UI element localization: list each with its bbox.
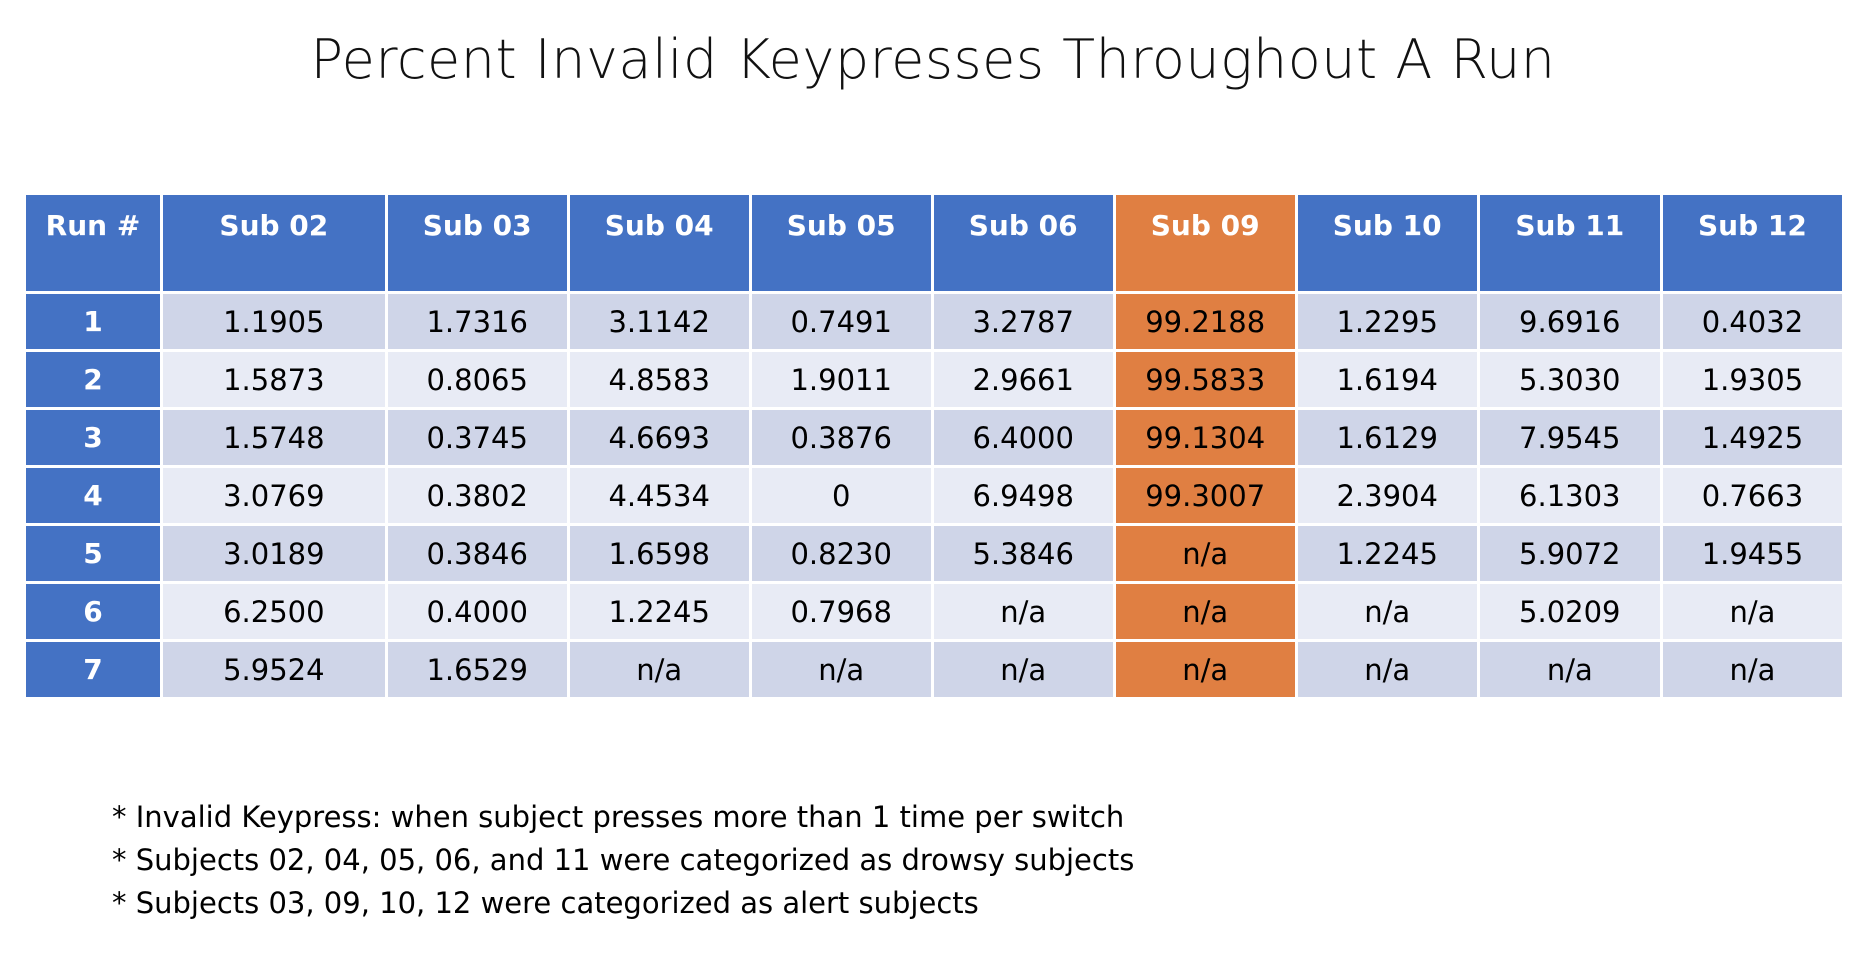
table-cell: 0.7491 — [751, 294, 931, 349]
table-cell: 5.9524 — [162, 642, 385, 697]
table-cell: 1.6529 — [387, 642, 567, 697]
table-cell: 1.9011 — [751, 352, 931, 407]
table-cell: n/a — [1115, 584, 1295, 639]
table-cell: 5.3846 — [933, 526, 1113, 581]
table-body: 1 1.1905 1.7316 3.1142 0.7491 3.2787 99.2188 1.… — [26, 294, 1842, 697]
table-cell: 1.2295 — [1297, 294, 1477, 349]
table-cell: n/a — [933, 584, 1113, 639]
table-row: 2 1.5873 0.8065 4.8583 1.9011 2.9661 99.5833 1.… — [26, 352, 1842, 407]
table-cell: 99.3007 — [1115, 468, 1295, 523]
table-cell: 0.3876 — [751, 410, 931, 465]
table-cell: 0.4000 — [387, 584, 567, 639]
table-cell: n/a — [1662, 642, 1842, 697]
data-table-container: Run # Sub 02 Sub 03 Sub 04 Sub 05 Sub 06 Sub 0… — [26, 192, 1848, 700]
table-row: 6 6.2500 0.4000 1.2245 0.7968 n/a n/a n/a 5.0209… — [26, 584, 1842, 639]
table-cell: 4.4534 — [569, 468, 749, 523]
column-header: Sub 11 — [1479, 195, 1660, 291]
table-cell: 99.2188 — [1115, 294, 1295, 349]
table-cell: 0 — [751, 468, 931, 523]
table-cell: 0.7968 — [751, 584, 931, 639]
table-cell: 1.9455 — [1662, 526, 1842, 581]
table-cell: n/a — [1115, 526, 1295, 581]
table-cell: n/a — [569, 642, 749, 697]
table-cell: 3.0189 — [162, 526, 385, 581]
slide-title: Percent Invalid Keypresses Throughout A … — [310, 28, 1556, 91]
table-cell: 6.1303 — [1479, 468, 1660, 523]
column-header: Sub 04 — [569, 195, 749, 291]
table-cell: 1.6194 — [1297, 352, 1477, 407]
column-header-run: Run # — [26, 195, 160, 291]
table-cell: 2.3904 — [1297, 468, 1477, 523]
run-number-cell: 1 — [26, 294, 160, 349]
table-cell: 6.2500 — [162, 584, 385, 639]
table-row: 5 3.0189 0.3846 1.6598 0.8230 5.3846 n/a 1.2245… — [26, 526, 1842, 581]
table-cell: 1.7316 — [387, 294, 567, 349]
table-cell: 9.6916 — [1479, 294, 1660, 349]
footnotes: * Invalid Keypress: when subject presses… — [112, 796, 1134, 925]
run-number-cell: 2 — [26, 352, 160, 407]
table-row: 7 5.9524 1.6529 n/a n/a n/a n/a n/a n/a n/a — [26, 642, 1842, 697]
table-cell: 1.1905 — [162, 294, 385, 349]
table-cell: n/a — [1479, 642, 1660, 697]
table-cell: 1.4925 — [1662, 410, 1842, 465]
footnote: * Subjects 02, 04, 05, 06, and 11 were c… — [112, 843, 1135, 877]
table-cell: 5.0209 — [1479, 584, 1660, 639]
table-cell: n/a — [1662, 584, 1842, 639]
column-header: Sub 05 — [751, 195, 931, 291]
table-cell: 4.8583 — [569, 352, 749, 407]
table-cell: 1.2245 — [569, 584, 749, 639]
invalid-keypress-table: Run # Sub 02 Sub 03 Sub 04 Sub 05 Sub 06 Sub 0… — [23, 192, 1845, 700]
run-number-cell: 5 — [26, 526, 160, 581]
run-number-cell: 7 — [26, 642, 160, 697]
table-cell: 0.7663 — [1662, 468, 1842, 523]
table-cell: 5.9072 — [1479, 526, 1660, 581]
table-cell: 0.3802 — [387, 468, 567, 523]
footnote: * Invalid Keypress: when subject presses… — [112, 800, 1125, 834]
column-header: Sub 06 — [933, 195, 1113, 291]
table-cell: 3.2787 — [933, 294, 1113, 349]
table-cell: 0.3846 — [387, 526, 567, 581]
run-number-cell: 3 — [26, 410, 160, 465]
footnote: * Subjects 03, 09, 10, 12 were categoriz… — [112, 886, 979, 920]
table-cell: 2.9661 — [933, 352, 1113, 407]
table-cell: 3.0769 — [162, 468, 385, 523]
table-cell: n/a — [751, 642, 931, 697]
column-header: Sub 10 — [1297, 195, 1477, 291]
table-cell: 0.8230 — [751, 526, 931, 581]
table-cell: 1.5873 — [162, 352, 385, 407]
header-row: Run # Sub 02 Sub 03 Sub 04 Sub 05 Sub 06 Sub 0… — [26, 195, 1842, 291]
table-cell: 3.1142 — [569, 294, 749, 349]
table-cell: 1.5748 — [162, 410, 385, 465]
column-header: Sub 12 — [1662, 195, 1842, 291]
table-cell: 7.9545 — [1479, 410, 1660, 465]
run-number-cell: 4 — [26, 468, 160, 523]
column-header: Sub 02 — [162, 195, 385, 291]
table-cell: 1.6129 — [1297, 410, 1477, 465]
table-cell: 0.3745 — [387, 410, 567, 465]
table-cell: 0.4032 — [1662, 294, 1842, 349]
table-cell: 0.8065 — [387, 352, 567, 407]
table-cell: 99.5833 — [1115, 352, 1295, 407]
table-cell: n/a — [1297, 584, 1477, 639]
table-cell: 6.9498 — [933, 468, 1113, 523]
table-cell: 99.1304 — [1115, 410, 1295, 465]
table-cell: 1.2245 — [1297, 526, 1477, 581]
table-cell: n/a — [933, 642, 1113, 697]
table-cell: 6.4000 — [933, 410, 1113, 465]
table-row: 3 1.5748 0.3745 4.6693 0.3876 6.4000 99.1304 1.… — [26, 410, 1842, 465]
column-header: Sub 09 — [1115, 195, 1295, 291]
table-cell: 4.6693 — [569, 410, 749, 465]
table-row: 4 3.0769 0.3802 4.4534 0 6.9498 99.3007 2.3904 6… — [26, 468, 1842, 523]
table-cell: 5.3030 — [1479, 352, 1660, 407]
table-row: 1 1.1905 1.7316 3.1142 0.7491 3.2787 99.2188 1.… — [26, 294, 1842, 349]
table-cell: 1.9305 — [1662, 352, 1842, 407]
run-number-cell: 6 — [26, 584, 160, 639]
column-header: Sub 03 — [387, 195, 567, 291]
table-cell: n/a — [1115, 642, 1295, 697]
table-cell: 1.6598 — [569, 526, 749, 581]
table-cell: n/a — [1297, 642, 1477, 697]
